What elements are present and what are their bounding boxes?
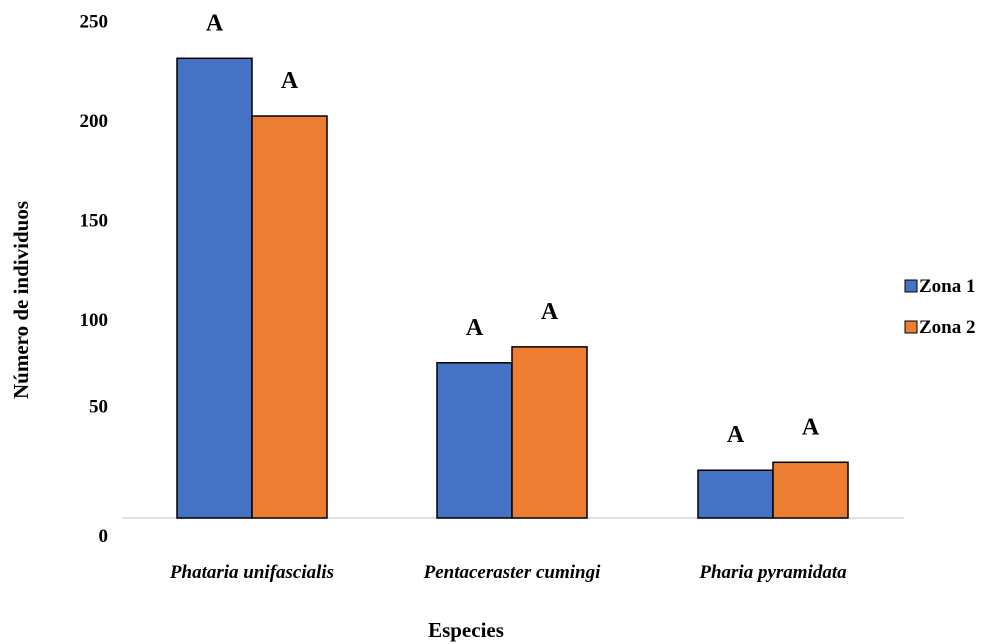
y-tick-label: 50 (89, 397, 108, 418)
bar-zona-2 (251, 115, 328, 519)
legend-swatch (904, 320, 918, 334)
y-tick-label: 100 (80, 310, 109, 331)
bar-zona-1 (436, 362, 513, 519)
significance-label: A (541, 299, 559, 325)
bar-zona-2 (511, 346, 588, 519)
significance-label: A (466, 315, 484, 341)
y-axis-ticks: 0 50 100 150 200 250 (80, 12, 109, 548)
legend: Zona 1 Zona 2 (904, 276, 976, 338)
significance-label: A (802, 414, 820, 440)
legend-swatch (904, 279, 918, 293)
y-tick-label: 150 (80, 211, 109, 232)
bar-zona-2 (772, 461, 849, 519)
bar-zona-1 (176, 57, 253, 519)
y-tick-label: 200 (80, 111, 109, 132)
x-category-label: Phataria unifascialis (169, 562, 334, 583)
x-category-label: Pentaceraster cumingi (423, 562, 602, 583)
bar-zona-1 (697, 469, 774, 519)
significance-label: A (727, 422, 745, 448)
legend-label: Zona 1 (919, 276, 976, 297)
x-axis-title: Especies (428, 618, 504, 642)
bars (176, 57, 849, 519)
x-category-label: Pharia pyramidata (698, 562, 847, 583)
legend-label: Zona 2 (919, 317, 976, 338)
y-tick-label: 0 (99, 526, 109, 547)
y-axis-title: Número de individuos (9, 201, 33, 399)
significance-label: A (281, 68, 299, 94)
y-tick-label: 250 (80, 12, 109, 33)
significance-labels: A A A A A A (206, 10, 820, 448)
significance-label: A (206, 10, 224, 36)
x-axis-categories: Phataria unifascialis Pentaceraster cumin… (169, 562, 847, 583)
